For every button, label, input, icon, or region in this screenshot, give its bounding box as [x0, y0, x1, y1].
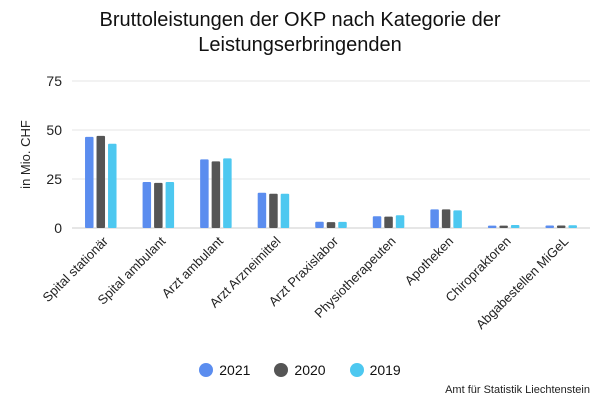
bar-2020	[499, 225, 508, 228]
source-note: Amt für Statistik Liechtenstein	[445, 384, 590, 396]
y-tick-label: 0	[54, 220, 62, 236]
legend-item[interactable]: 2020	[274, 362, 326, 378]
legend-label: 2020	[294, 362, 326, 378]
bar-2021	[315, 221, 324, 228]
bar-2021	[257, 192, 267, 228]
bar-2021	[200, 159, 209, 228]
bar-2021	[85, 136, 94, 228]
y-tick-label: 25	[46, 171, 62, 187]
bar-2020	[269, 193, 278, 228]
bar-2020	[441, 209, 451, 228]
bar-2021	[430, 209, 439, 228]
chart-title: Bruttoleistungen der OKP nach Kategorie …	[0, 8, 600, 58]
bar-2019	[108, 143, 117, 228]
legend-label: 2019	[369, 362, 401, 378]
bar-2020	[326, 222, 336, 228]
y-tick-label: 75	[46, 73, 62, 89]
bar-2020	[154, 182, 163, 228]
legend-item[interactable]: 2019	[349, 362, 401, 378]
bar-2019	[165, 181, 175, 228]
bar-2019	[395, 215, 405, 228]
x-tick-label: Apotheken	[402, 234, 457, 289]
legend-label: 2021	[219, 362, 251, 378]
bar-2020	[96, 135, 106, 228]
bar-2019	[510, 225, 520, 228]
legend-swatch	[274, 363, 289, 377]
bar-2021	[487, 225, 497, 228]
chart-title-line-2: Leistungserbringenden	[198, 34, 402, 56]
legend-swatch	[199, 363, 214, 377]
bar-2020	[211, 161, 221, 228]
chart-legend: 2021 2020 2019	[0, 362, 600, 378]
bar-2019	[453, 210, 462, 228]
bar-2020	[556, 225, 566, 228]
y-tick-label: 50	[46, 122, 62, 138]
bar-2020	[384, 216, 393, 228]
bar-2021	[372, 216, 382, 228]
bar-2021	[142, 181, 152, 228]
bar-2019	[280, 193, 290, 228]
bar-2019	[223, 158, 232, 228]
chart-title-line-1: Bruttoleistungen der OKP nach Kategorie …	[99, 9, 501, 31]
y-axis-label: in Mio. CHF	[18, 120, 33, 189]
legend-swatch	[349, 363, 364, 377]
bar-2019	[568, 225, 577, 228]
legend-item[interactable]: 2021	[199, 362, 250, 378]
bar-2021	[545, 225, 554, 228]
bar-2019	[338, 221, 347, 228]
